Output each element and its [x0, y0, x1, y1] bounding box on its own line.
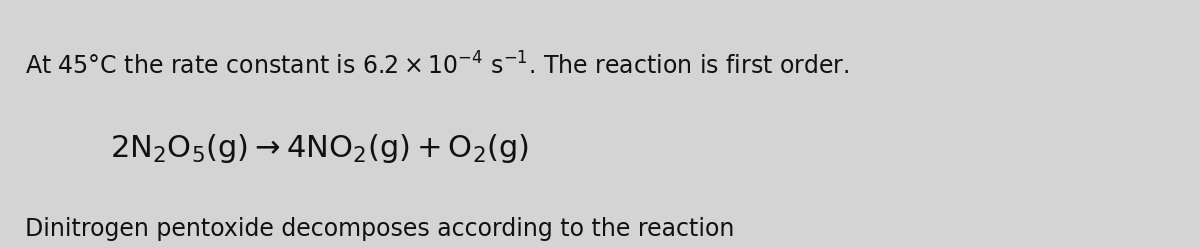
Text: $\mathregular{2N_2O_5(g) \rightarrow 4NO_2(g) + O_2(g)}$: $\mathregular{2N_2O_5(g) \rightarrow 4NO… [110, 132, 529, 165]
Text: At 45°C the rate constant is $\mathregular{6.2 \times 10^{-4}\ s^{-1}}$. The rea: At 45°C the rate constant is $\mathregul… [25, 52, 850, 79]
Text: Dinitrogen pentoxide decomposes according to the reaction: Dinitrogen pentoxide decomposes accordin… [25, 217, 734, 241]
